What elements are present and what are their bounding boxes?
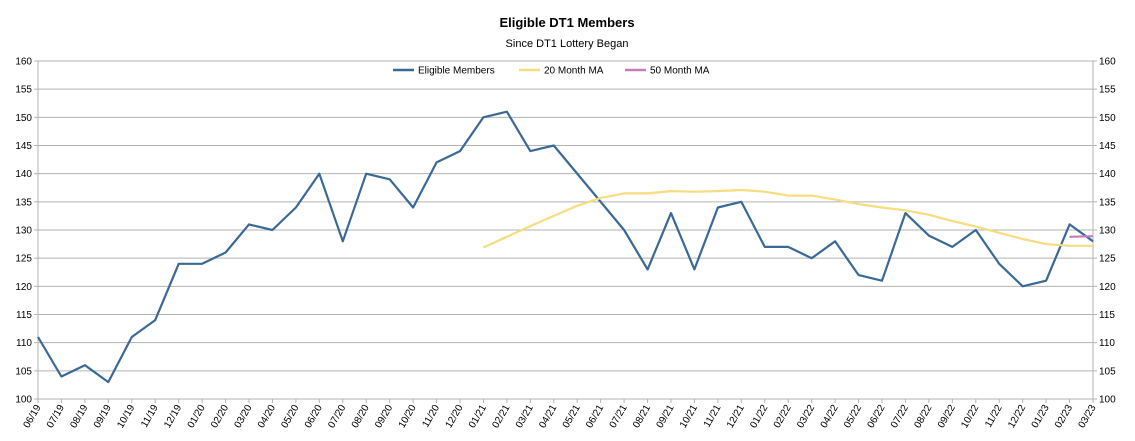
x-tick-label: 02/23 [1053,403,1075,431]
x-tick-label: 10/22 [959,403,981,431]
x-tick-label: 11/21 [702,403,724,430]
legend-label: 20 Month MA [544,66,604,77]
x-tick-label: 12/22 [1006,403,1028,431]
x-tick-label: 12/20 [444,403,466,431]
x-tick-label: 03/20 [233,403,255,431]
y-tick-label-right: 105 [1099,366,1116,377]
legend-label: Eligible Members [418,66,495,77]
x-tick-label: 02/21 [490,403,512,431]
x-tick-label: 07/22 [889,403,911,431]
y-tick-label-right: 140 [1099,169,1116,180]
x-tick-label: 01/22 [748,403,770,431]
x-tick-label: 09/21 [655,403,677,431]
y-tick-label-right: 100 [1099,395,1116,406]
x-tick-label: 01/23 [1030,403,1052,431]
y-tick-label-left: 145 [15,141,32,152]
x-tick-label: 09/22 [936,403,958,431]
x-tick-label: 04/21 [537,403,559,431]
y-tick-label-left: 140 [15,169,32,180]
y-tick-label-left: 155 [15,85,32,96]
x-tick-label: 04/22 [819,403,841,431]
y-tick-label-left: 125 [15,254,32,265]
x-tick-label: 07/21 [608,403,630,431]
x-tick-label: 06/20 [303,403,325,431]
series-0 [37,110,1094,384]
y-tick-label-right: 130 [1099,226,1116,237]
x-tick-label: 05/22 [842,403,864,431]
chart-subtitle: Since DT1 Lottery Began [506,38,629,50]
y-tick-label-right: 115 [1099,310,1115,321]
x-tick-label: 08/21 [631,403,653,431]
y-tick-label-right: 135 [1099,197,1116,208]
grid-layer [38,60,1093,400]
y-tick-label-right: 145 [1099,141,1116,152]
x-tick-label: 04/20 [256,403,278,431]
x-tick-label: 02/22 [772,403,794,431]
y-tick-label-right: 110 [1099,338,1115,349]
x-tick-label: 01/20 [186,403,208,431]
x-tick-label: 03/21 [514,403,536,431]
axis-layer: 100 100 105 105 110 110 115 115 120 120 125 125 130 1… [15,57,1116,431]
y-tick-label-right: 125 [1099,254,1116,265]
x-tick-label: 10/19 [115,403,137,431]
y-tick-label-left: 160 [15,57,32,68]
y-tick-label-left: 150 [15,113,32,124]
x-tick-label: 08/22 [912,403,934,431]
x-tick-label: 07/19 [45,403,67,431]
y-tick-label-left: 100 [15,395,32,406]
y-tick-label-left: 130 [15,226,32,237]
y-tick-label-right: 150 [1099,113,1116,124]
x-tick-label: 10/21 [678,403,700,431]
y-tick-label-right: 160 [1099,57,1116,68]
x-tick-label: 05/20 [279,403,301,431]
x-tick-label: 02/20 [209,403,231,431]
x-tick-label: 12/21 [725,403,747,431]
x-tick-label: 03/23 [1077,403,1099,431]
x-tick-label: 01/21 [467,403,489,431]
y-tick-label-left: 115 [16,310,32,321]
x-tick-label: 09/19 [92,403,114,431]
x-tick-label: 03/22 [795,403,817,431]
y-tick-label-left: 120 [15,282,32,293]
series-line [623,200,1094,288]
x-tick-label: 12/19 [162,403,184,431]
y-tick-label-right: 120 [1099,282,1116,293]
x-tick-label: 05/21 [561,403,583,431]
x-tick-label: 08/19 [68,403,90,431]
x-tick-label: 10/20 [397,403,419,431]
x-tick-label: 08/20 [350,403,372,431]
legend: Eligible Members 20 Month MA 50 Month MA [393,66,710,77]
x-tick-label: 09/20 [373,403,395,431]
y-tick-label-left: 135 [15,197,32,208]
y-tick-label-right: 155 [1099,85,1116,96]
x-tick-label: 11/20 [420,403,442,430]
x-tick-label: 06/21 [584,403,606,431]
x-tick-label: 11/19 [139,403,161,430]
series-2 [1069,235,1094,238]
series-line-bridge [552,144,626,232]
x-tick-label: 11/22 [983,403,1005,430]
y-tick-label-left: 110 [16,338,32,349]
x-tick-label: 06/19 [22,403,44,431]
series-line [482,188,1093,249]
series-layer [37,110,1094,384]
series-1 [482,188,1093,249]
series-line [37,110,555,384]
legend-label: 50 Month MA [650,66,710,77]
chart-title: Eligible DT1 Members [499,15,634,30]
y-tick-label-left: 105 [15,366,32,377]
x-tick-label: 06/22 [866,403,888,431]
series-line [1069,235,1094,238]
x-tick-label: 07/20 [326,403,348,431]
